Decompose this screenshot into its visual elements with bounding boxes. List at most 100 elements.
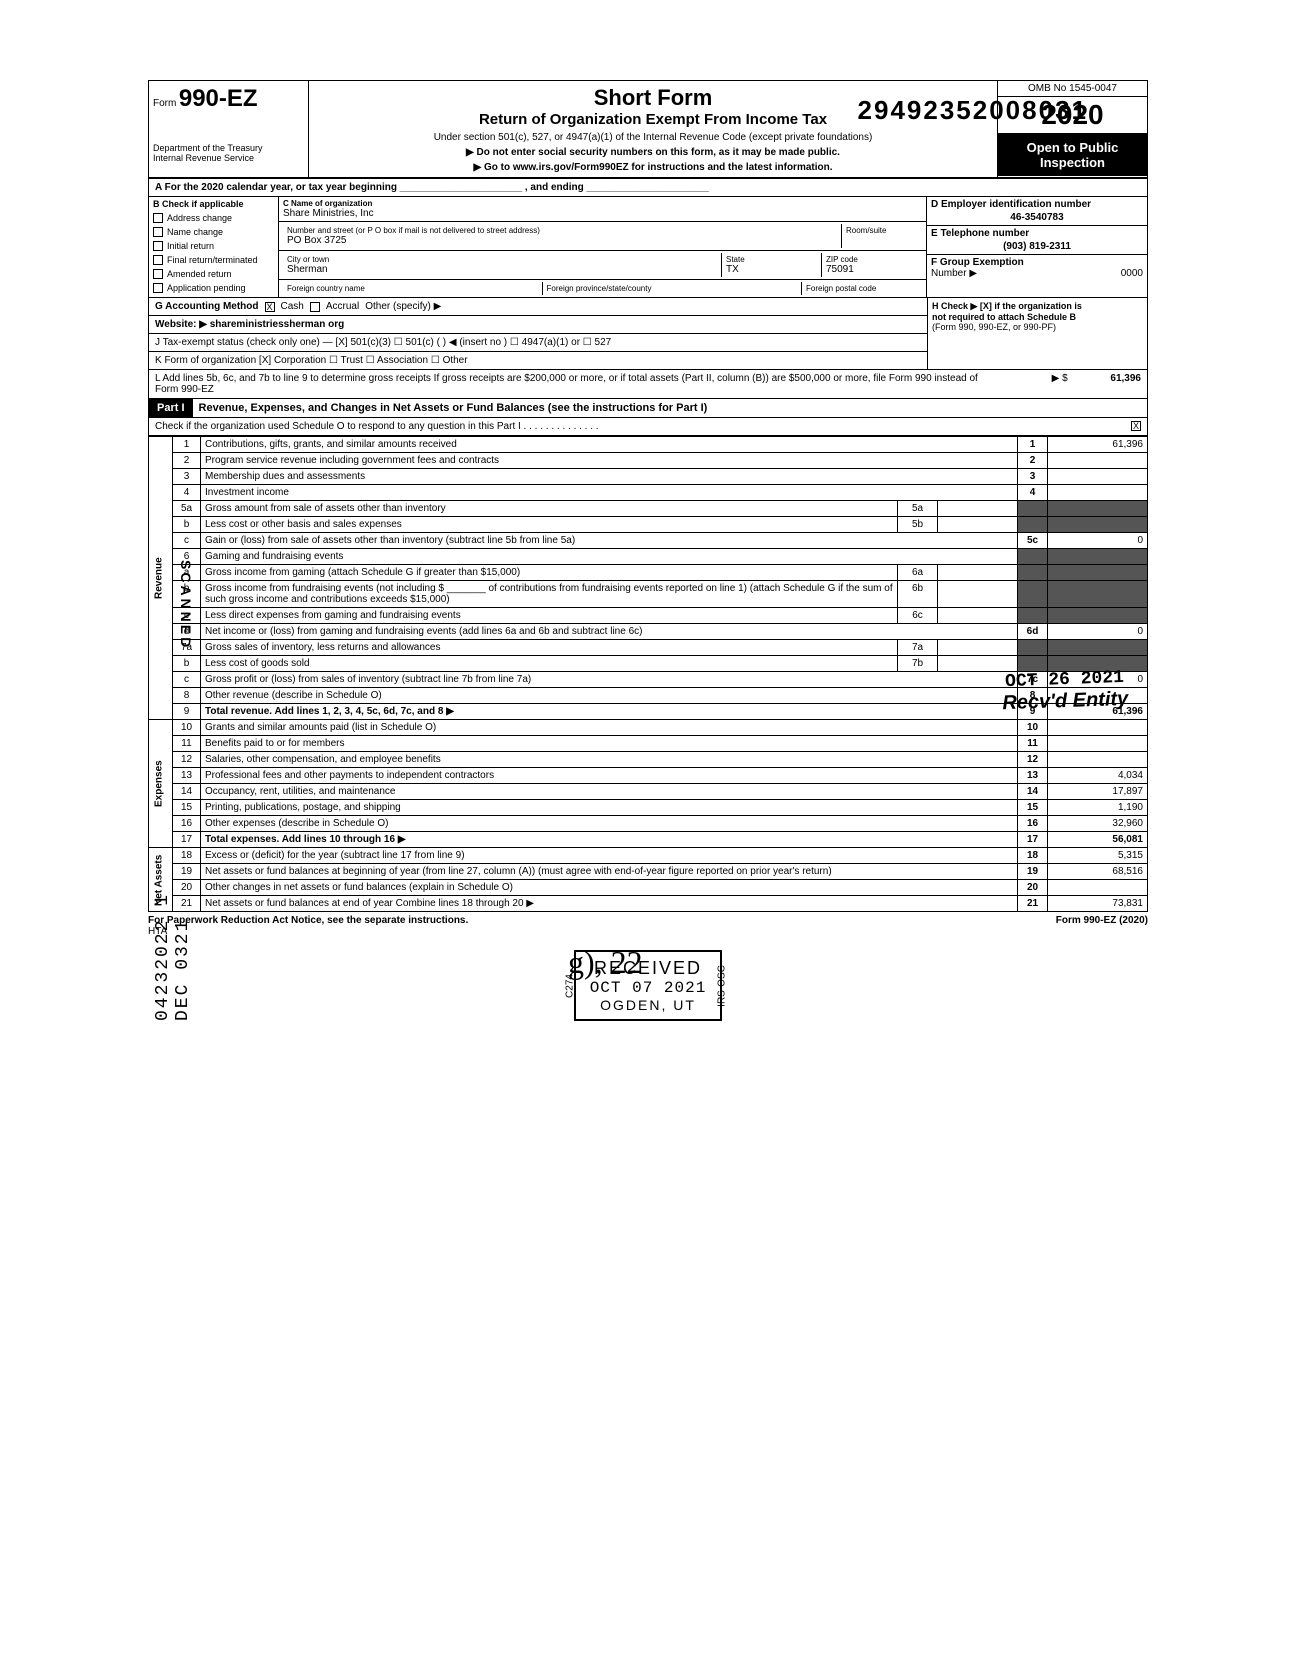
line-num: 16 [173,816,201,832]
sub-num: 5b [898,517,938,533]
form-prefix: Form [153,98,176,109]
table-row: 19Net assets or fund balances at beginni… [149,864,1148,880]
sub-num: 6c [898,608,938,624]
rows-ghjk: G Accounting Method XCash Accrual Other … [148,298,1148,370]
line-num: 12 [173,752,201,768]
table-row: 3Membership dues and assessments3 [149,469,1148,485]
ck-accrual[interactable] [310,302,320,312]
part1-check: Check if the organization used Schedule … [148,418,1148,436]
table-row: 9Total revenue. Add lines 1, 2, 3, 4, 5c… [149,704,1148,720]
line-desc: Other expenses (describe in Schedule O) [201,816,1018,832]
row-a: A For the 2020 calendar year, or tax yea… [148,179,1148,197]
line-val: 56,081 [1048,832,1148,848]
addr-label: Number and street (or P O box if mail is… [287,226,837,235]
line-desc: Net assets or fund balances at end of ye… [201,896,1018,912]
open-public: Open to Public Inspection [998,134,1147,176]
ck-address[interactable]: Address change [149,211,278,225]
part1-checkbox[interactable]: X [1131,421,1141,431]
room-label: Room/suite [846,226,918,235]
line-val: 17,897 [1048,784,1148,800]
line-desc: Gross amount from sale of assets other t… [201,501,898,517]
fp-label: Foreign province/state/county [547,284,798,293]
footer-right: Form 990-EZ (2020) [1056,915,1148,937]
line-desc: Gross profit or (loss) from sales of inv… [201,672,1018,688]
line-num: 18 [173,848,201,864]
line-val: 61,396 [1048,437,1148,453]
sub-val [938,565,1018,581]
title-line2: ▶ Do not enter social security numbers o… [317,147,989,158]
sub-val [938,656,1018,672]
city-label: City or town [287,255,717,264]
table-row: 17Total expenses. Add lines 10 through 1… [149,832,1148,848]
line-desc: Gross sales of inventory, less returns a… [201,640,898,656]
line-val: 68,516 [1048,864,1148,880]
sub-val [938,517,1018,533]
row-g: G Accounting Method XCash Accrual Other … [149,298,927,316]
line-desc: Gross income from fundraising events (no… [201,581,898,608]
row-l: L Add lines 5b, 6c, and 7b to line 9 to … [148,370,1148,399]
irs-label: Internal Revenue Service [153,153,304,163]
ck-amended[interactable]: Amended return [149,267,278,281]
table-row: 14Occupancy, rent, utilities, and mainte… [149,784,1148,800]
line-num: 2 [173,453,201,469]
line-num: c [173,672,201,688]
line-desc: Net assets or fund balances at beginning… [201,864,1018,880]
table-row: 6Gaming and fundraising events [149,549,1148,565]
line-val-shaded [1048,640,1148,656]
sub-num: 7b [898,656,938,672]
line-label-shaded [1018,565,1048,581]
line-val [1048,752,1148,768]
line-val: 32,960 [1048,816,1148,832]
line-val: 4,034 [1048,768,1148,784]
line-label: 11 [1018,736,1048,752]
line-label: 2 [1018,453,1048,469]
line-label: 16 [1018,816,1048,832]
line-desc: Less cost or other basis and sales expen… [201,517,898,533]
state: TX [726,264,817,275]
table-row: cLess direct expenses from gaming and fu… [149,608,1148,624]
line-val: 73,831 [1048,896,1148,912]
line-label: 12 [1018,752,1048,768]
table-row: dNet income or (loss) from gaming and fu… [149,624,1148,640]
form-number: 990-EZ [179,85,258,112]
city: Sherman [287,264,717,275]
table-row: 21Net assets or fund balances at end of … [149,896,1148,912]
part1-title: Revenue, Expenses, and Changes in Net As… [193,399,1147,417]
tel: (903) 819-2311 [931,239,1143,252]
line-label-shaded [1018,640,1048,656]
line-num: 9 [173,704,201,720]
ck-name[interactable]: Name change [149,225,278,239]
line-val [1048,453,1148,469]
line-desc: Occupancy, rent, utilities, and maintena… [201,784,1018,800]
footer: For Paperwork Reduction Act Notice, see … [148,912,1148,940]
table-row: 15Printing, publications, postage, and s… [149,800,1148,816]
ck-initial[interactable]: Initial return [149,239,278,253]
line-desc: Excess or (deficit) for the year (subtra… [201,848,1018,864]
table-row: 11Benefits paid to or for members11 [149,736,1148,752]
stamp-received: C274 RECEIVED OCT 07 2021 OGDEN, UT IRS-… [574,950,723,1021]
ck-final[interactable]: Final return/terminated [149,253,278,267]
grp-label: F Group Exemption [931,257,1143,268]
title-line1: Under section 501(c), 527, or 4947(a)(1)… [317,132,989,143]
line-num: 4 [173,485,201,501]
line-num: 1 [173,437,201,453]
line-val [1048,736,1148,752]
header-left: Form 990-EZ Department of the Treasury I… [149,81,309,177]
col-c: C Name of organization Share Ministries,… [279,197,927,297]
line-label: 6d [1018,624,1048,640]
line-num: 3 [173,469,201,485]
form-page: 29492352008031 SCANNED 04232022 1 DEC 03… [148,80,1148,1021]
table-row: 4Investment income4 [149,485,1148,501]
line-val: 5,315 [1048,848,1148,864]
line-label: 18 [1018,848,1048,864]
line-desc: Professional fees and other payments to … [201,768,1018,784]
line-num: 14 [173,784,201,800]
table-row: 2Program service revenue including gover… [149,453,1148,469]
line-val [1048,880,1148,896]
table-row: bLess cost of goods sold7b [149,656,1148,672]
ck-cash[interactable]: X [265,302,275,312]
ck-pending[interactable]: Application pending [149,281,278,295]
table-row: 7aGross sales of inventory, less returns… [149,640,1148,656]
line-label-shaded [1018,517,1048,533]
org-name-label: C Name of organization [283,199,922,208]
